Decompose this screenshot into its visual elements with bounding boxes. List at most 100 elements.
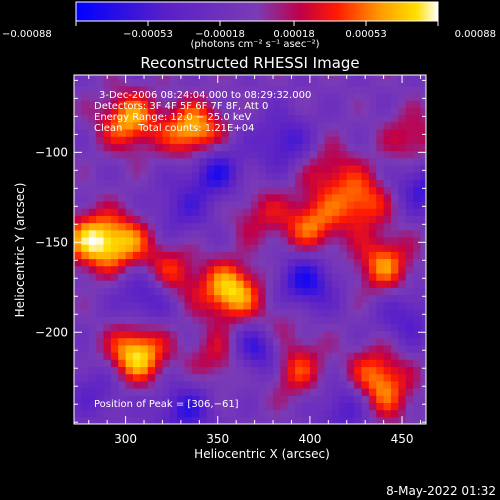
heatmap-cell (155, 359, 164, 368)
heatmap-cell (214, 164, 223, 173)
heatmap-cell (177, 164, 186, 173)
heatmap-cell (287, 359, 296, 368)
heatmap-cell (140, 380, 149, 389)
heatmap-cell (177, 272, 186, 281)
heatmap-cell (383, 150, 392, 159)
heatmap-cell (125, 323, 134, 332)
heatmap-cell (317, 258, 326, 267)
heatmap-cell (324, 215, 333, 224)
heatmap-cell (332, 136, 340, 144)
heatmap-cell (177, 258, 186, 267)
heatmap-cell (88, 128, 97, 137)
heatmap-cell (228, 107, 237, 116)
heatmap-cell (228, 78, 237, 87)
heatmap-cell (74, 92, 82, 101)
heatmap-cell (169, 258, 178, 267)
heatmap-cell (228, 143, 237, 152)
heatmap-cell (74, 143, 82, 152)
heatmap-cell (258, 236, 267, 245)
heatmap-cell (236, 193, 245, 202)
heatmap-cell (405, 107, 414, 116)
heatmap-cell (361, 222, 370, 231)
heatmap-cell (420, 409, 426, 418)
heatmap-cell (346, 366, 355, 375)
heatmap-cell (96, 78, 105, 87)
heatmap-cell (199, 100, 208, 108)
heatmap-cell (147, 402, 156, 411)
heatmap-cell (96, 323, 105, 332)
heatmap-cell (199, 179, 208, 188)
heatmap-cell (96, 251, 105, 260)
heatmap-cell (302, 280, 311, 288)
heatmap-cell (125, 150, 134, 159)
heatmap-cell (258, 272, 267, 281)
heatmap-cell (125, 388, 134, 396)
heatmap-cell (280, 208, 289, 216)
heatmap-cell (398, 352, 407, 360)
heatmap-cell (280, 308, 289, 317)
heatmap-cell (346, 128, 355, 137)
heatmap-cell (368, 164, 377, 173)
heatmap-cell (155, 373, 164, 382)
heatmap-cell (169, 229, 178, 238)
heatmap-cell (125, 301, 134, 310)
heatmap-cell (258, 344, 267, 353)
heatmap-cell (96, 222, 105, 231)
heatmap-cell (405, 272, 414, 281)
heatmap-cell (88, 215, 97, 224)
heatmap-cell (125, 186, 134, 195)
heatmap-cell (236, 402, 245, 411)
heatmap-cell (302, 244, 311, 252)
heatmap-cell (302, 164, 311, 173)
heatmap-cell (287, 395, 296, 404)
heatmap-cell (420, 75, 426, 80)
heatmap-cell (273, 121, 282, 130)
heatmap-cell (376, 330, 385, 339)
heatmap-cell (147, 200, 156, 209)
heatmap-cell (280, 100, 289, 108)
heatmap-cell (309, 287, 318, 296)
heatmap-cell (287, 229, 296, 238)
heatmap-cell (383, 136, 392, 144)
heatmap-cell (228, 114, 237, 123)
heatmap-cell (243, 229, 252, 238)
heatmap-cell (243, 251, 252, 260)
heatmap-cell (376, 236, 385, 245)
heatmap-cell (155, 344, 164, 353)
heatmap-cell (280, 323, 289, 332)
heatmap-cell (177, 280, 186, 288)
heatmap-cell (199, 359, 208, 368)
heatmap-cell (339, 308, 348, 317)
y-tick-label: −200 (35, 325, 68, 339)
heatmap-cell (376, 121, 385, 130)
heatmap-cell (81, 244, 90, 252)
heatmap-cell (199, 150, 208, 159)
heatmap-cell (81, 193, 90, 202)
heatmap-cell (184, 78, 193, 87)
heatmap-cell (383, 172, 392, 180)
heatmap-cell (81, 200, 90, 209)
heatmap-cell (81, 287, 90, 296)
heatmap-cell (110, 164, 119, 173)
heatmap-cell (221, 85, 230, 94)
heatmap-cell (162, 164, 171, 173)
heatmap-cell (110, 294, 119, 303)
heatmap-cell (295, 258, 304, 267)
heatmap-cell (265, 251, 274, 260)
heatmap-cell (317, 301, 326, 310)
heatmap-cell (368, 157, 377, 166)
heatmap-cell (140, 85, 149, 94)
heatmap-cell (155, 107, 164, 116)
heatmap-cell (250, 380, 259, 389)
heatmap-cell (361, 164, 370, 173)
heatmap-cell (339, 164, 348, 173)
heatmap-cell (125, 316, 134, 324)
heatmap-cell (383, 272, 392, 281)
heatmap-cell (236, 215, 245, 224)
heatmap-cell (214, 179, 223, 188)
heatmap-cell (88, 330, 97, 339)
heatmap-cell (162, 236, 171, 245)
heatmap-cell (81, 179, 90, 188)
heatmap-cell (287, 236, 296, 245)
heatmap-cell (221, 380, 230, 389)
